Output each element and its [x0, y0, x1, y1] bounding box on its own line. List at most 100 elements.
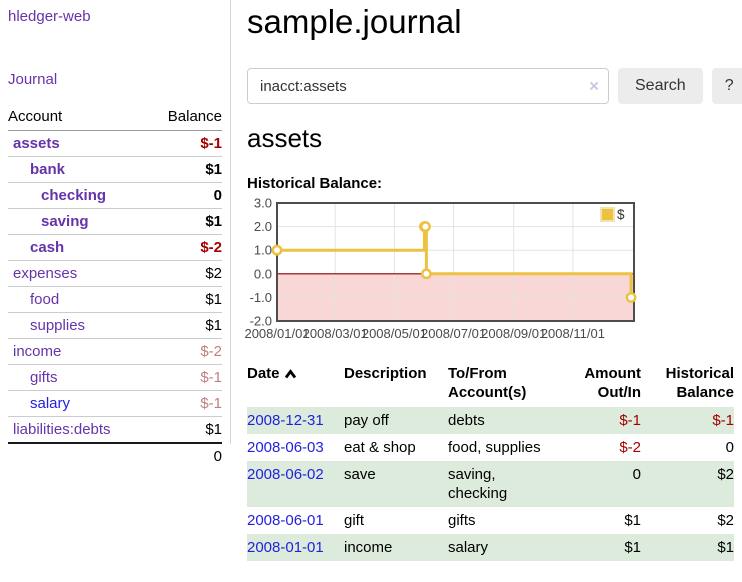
accounts-total-spacer	[8, 442, 148, 469]
register-header-amount[interactable]: Amount Out/In	[584, 365, 641, 401]
register-description: save	[344, 466, 376, 483]
register-amount: $-2	[619, 439, 641, 456]
svg-text:-2.0: -2.0	[250, 314, 272, 329]
account-balance: $1	[147, 208, 222, 235]
register-amount: $1	[624, 539, 641, 556]
register-accounts: salary	[448, 539, 489, 556]
app-layout: hledger-web Journal Account Balance asse…	[8, 0, 742, 561]
svg-text:2008/09/01: 2008/09/01	[481, 326, 546, 341]
account-heading: assets	[247, 123, 323, 153]
help-button[interactable]: ?	[711, 68, 742, 104]
date-link[interactable]: 2008-06-01	[247, 512, 324, 529]
account-row: gifts $-1	[8, 364, 222, 391]
register-amount: 0	[632, 466, 641, 483]
account-balance: $-1	[147, 364, 222, 391]
account-balance: $1	[147, 312, 222, 339]
date-link[interactable]: 2008-01-01	[247, 539, 324, 556]
account-link[interactable]: income	[13, 343, 62, 360]
date-link[interactable]: 2008-06-03	[247, 439, 324, 456]
svg-text:0.0: 0.0	[254, 266, 272, 281]
accounts-header-balance: Balance	[147, 105, 222, 131]
account-row: salary $-1	[8, 390, 222, 417]
account-link[interactable]: liabilities:debts	[13, 421, 111, 438]
sidebar-item-journal[interactable]: Journal	[8, 71, 58, 88]
register-accounts: debts	[448, 412, 485, 429]
clear-search-icon[interactable]: ×	[589, 76, 599, 96]
register-accounts: food, supplies	[448, 439, 541, 456]
search-form: × Search ?	[247, 68, 742, 104]
account-link[interactable]: food	[30, 291, 60, 308]
accounts-header-row: Account Balance	[8, 105, 222, 131]
account-balance: 0	[147, 182, 222, 209]
register-table: Date Description To/From Account(s) Amou…	[247, 361, 734, 561]
account-row: checking 0	[8, 182, 222, 209]
svg-text:2008/03/01: 2008/03/01	[303, 326, 368, 341]
account-balance: $1	[147, 156, 222, 183]
accounts-table-body: assets $-1 bank $1 checking 0 saving $1 cash $-2 e…	[8, 131, 222, 443]
register-row: 2008-12-31 pay off debts $-1 $-1	[247, 407, 734, 434]
svg-text:2008/05/01: 2008/05/01	[362, 326, 427, 341]
svg-text:-1.0: -1.0	[250, 290, 272, 305]
account-balance: $-2	[147, 234, 222, 261]
register-header-date[interactable]: Date	[247, 361, 344, 407]
legend-swatch	[600, 207, 615, 222]
app-title-link[interactable]: hledger-web	[8, 8, 91, 25]
accounts-header-account: Account	[8, 105, 148, 131]
account-link[interactable]: checking	[41, 187, 107, 204]
date-link[interactable]: 2008-12-31	[247, 412, 324, 429]
search-button[interactable]: Search	[618, 68, 703, 104]
account-link[interactable]: assets	[13, 135, 60, 152]
account-link[interactable]: expenses	[13, 265, 78, 282]
register-row: 2008-06-01 gift gifts $1 $2	[247, 507, 734, 534]
register-header-accounts[interactable]: To/From Account(s)	[448, 365, 527, 401]
accounts-table: Account Balance assets $-1 bank $1 checking 0…	[8, 105, 222, 469]
account-row: expenses $2	[8, 260, 222, 287]
svg-text:2008/11/01: 2008/11/01	[541, 326, 605, 341]
register-amount: $-1	[619, 412, 641, 429]
account-row: food $1	[8, 286, 222, 313]
account-link[interactable]: supplies	[30, 317, 86, 334]
account-row: cash $-2	[8, 234, 222, 261]
svg-text:3.0: 3.0	[254, 196, 272, 211]
account-row: supplies $1	[8, 312, 222, 339]
register-header-balance[interactable]: Historical Balance	[665, 365, 734, 401]
register-header-description[interactable]: Description	[344, 365, 427, 382]
register-balance: $2	[717, 466, 734, 483]
app-title: hledger-web	[8, 8, 222, 25]
svg-text:2008/01/01: 2008/01/01	[244, 326, 309, 341]
account-balance: $-1	[147, 390, 222, 417]
account-row: saving $1	[8, 208, 222, 235]
account-link[interactable]: bank	[30, 161, 66, 178]
account-balance: $-2	[147, 338, 222, 365]
register-balance: $1	[717, 539, 734, 556]
register-row: 2008-01-01 income salary $1 $1	[247, 534, 734, 561]
account-balance: $1	[147, 286, 222, 313]
account-row: bank $1	[8, 156, 222, 183]
account-row: income $-2	[8, 338, 222, 365]
date-link[interactable]: 2008-06-02	[247, 466, 324, 483]
register-accounts: gifts	[448, 512, 476, 529]
account-balance: $1	[147, 416, 222, 443]
register-header-row: Date Description To/From Account(s) Amou…	[247, 361, 734, 407]
page-title: sample.journal	[247, 3, 462, 40]
account-row: assets $-1	[8, 131, 222, 157]
accounts-total-value: 0	[147, 442, 222, 469]
register-row: 2008-06-02 save saving, checking 0 $2	[247, 461, 734, 507]
account-link[interactable]: cash	[30, 239, 65, 256]
register-description: eat & shop	[344, 439, 416, 456]
register-balance: $-1	[712, 412, 734, 429]
svg-text:2008/07/01: 2008/07/01	[421, 326, 486, 341]
chart-svg: $3.0 2.0 1.0 0.0 -1.0 -2.02008/01/012008/03/0…	[244, 196, 637, 341]
account-link[interactable]: salary	[30, 395, 71, 412]
account-link[interactable]: gifts	[30, 369, 58, 386]
register-accounts: saving, checking	[448, 466, 508, 502]
search-input[interactable]	[247, 68, 609, 104]
register-balance: $2	[717, 512, 734, 529]
svg-text:1.0: 1.0	[254, 243, 272, 258]
sort-ascending-icon	[284, 369, 296, 379]
account-link[interactable]: saving	[41, 213, 89, 230]
register-amount: $1	[624, 512, 641, 529]
historical-balance-chart: $3.0 2.0 1.0 0.0 -1.0 -2.0 2008/01/01 2008/03/0…	[244, 196, 647, 346]
main-panel: sample.journal × Search ? assets Histori…	[231, 0, 742, 561]
legend-label: $	[617, 207, 625, 222]
